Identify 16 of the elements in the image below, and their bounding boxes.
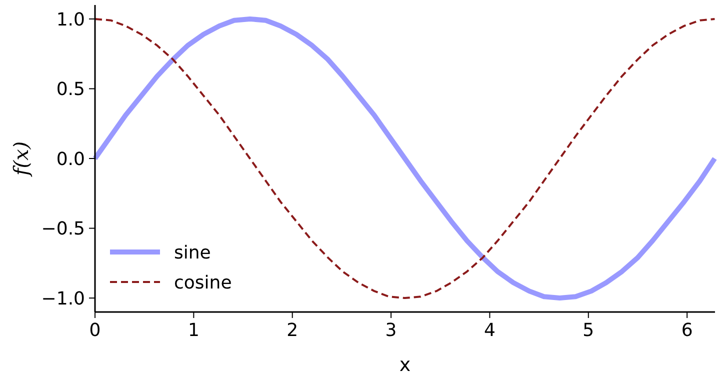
x-tick-label: 3: [385, 320, 397, 341]
x-tick-label: 4: [484, 320, 496, 341]
x-axis-title: x: [399, 354, 411, 376]
x-tick-label: 6: [681, 320, 693, 341]
x-tick-label: 1: [188, 320, 200, 341]
y-tick-label: 0.5: [56, 79, 85, 100]
y-tick-label: −0.5: [41, 218, 85, 240]
x-tick-label: 0: [89, 320, 101, 341]
y-tick-label: 0.0: [56, 148, 85, 170]
x-tick-label: 2: [286, 320, 298, 341]
y-tick-label: 1.0: [56, 9, 85, 30]
y-tick-label: −1.0: [41, 288, 85, 310]
legend-label: cosine: [174, 272, 232, 294]
x-tick-label: 5: [582, 320, 594, 341]
y-axis-title: f(x): [9, 141, 33, 178]
legend-label: sine: [174, 242, 211, 264]
